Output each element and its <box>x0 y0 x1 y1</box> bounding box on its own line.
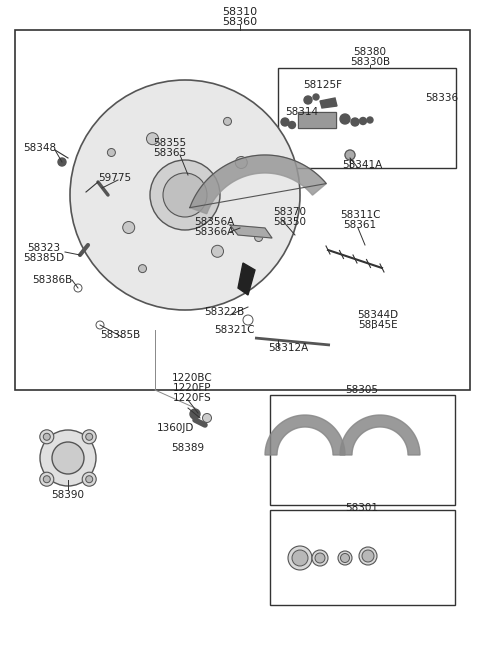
Circle shape <box>315 553 325 563</box>
Circle shape <box>43 434 50 440</box>
Polygon shape <box>320 98 337 108</box>
Circle shape <box>40 472 54 486</box>
Circle shape <box>82 472 96 486</box>
Circle shape <box>146 133 158 145</box>
Text: 58323: 58323 <box>27 243 60 253</box>
Text: 58305: 58305 <box>346 385 379 395</box>
Circle shape <box>190 409 200 419</box>
Text: 58370: 58370 <box>274 207 307 217</box>
Polygon shape <box>230 225 272 238</box>
Text: 58385D: 58385D <box>24 253 65 263</box>
Text: 59775: 59775 <box>98 173 132 183</box>
Text: 58341A: 58341A <box>342 160 382 170</box>
Text: 1220BC: 1220BC <box>172 373 212 383</box>
Polygon shape <box>340 415 420 455</box>
Circle shape <box>40 430 54 444</box>
Circle shape <box>150 160 220 230</box>
Circle shape <box>70 80 300 310</box>
Text: 58389: 58389 <box>171 443 204 453</box>
Circle shape <box>86 476 93 483</box>
Text: 58365: 58365 <box>154 148 187 158</box>
Text: 58125F: 58125F <box>303 80 343 90</box>
Circle shape <box>338 551 352 565</box>
Circle shape <box>163 173 207 217</box>
Circle shape <box>123 221 135 233</box>
Circle shape <box>281 118 289 126</box>
Circle shape <box>351 118 359 126</box>
Circle shape <box>288 121 296 128</box>
Circle shape <box>359 547 377 565</box>
Circle shape <box>212 245 224 257</box>
Text: 1360JD: 1360JD <box>156 423 194 433</box>
Text: 58336: 58336 <box>425 93 458 103</box>
Circle shape <box>292 550 308 566</box>
Text: 58310: 58310 <box>222 7 258 17</box>
Bar <box>270 395 455 505</box>
Circle shape <box>139 265 146 272</box>
Bar <box>270 510 455 605</box>
Text: 58312A: 58312A <box>268 343 308 353</box>
Bar <box>298 112 336 128</box>
Circle shape <box>304 96 312 104</box>
Circle shape <box>86 434 93 440</box>
Text: 58380: 58380 <box>353 47 386 57</box>
Circle shape <box>224 117 231 125</box>
Polygon shape <box>238 263 255 295</box>
Circle shape <box>43 476 50 483</box>
Circle shape <box>58 158 66 166</box>
Polygon shape <box>190 155 326 214</box>
Circle shape <box>235 157 247 168</box>
Text: 1220FP: 1220FP <box>173 383 211 393</box>
Bar <box>15 30 470 390</box>
Text: 58360: 58360 <box>222 17 258 27</box>
Text: 58348: 58348 <box>24 143 57 153</box>
Text: 58301: 58301 <box>346 503 379 513</box>
Circle shape <box>288 546 312 570</box>
Text: 58386B: 58386B <box>32 275 72 285</box>
Circle shape <box>203 413 212 422</box>
Circle shape <box>367 117 373 123</box>
Circle shape <box>254 233 263 242</box>
Circle shape <box>360 117 367 124</box>
Text: 58385B: 58385B <box>100 330 140 340</box>
Text: 58350: 58350 <box>274 217 307 227</box>
Circle shape <box>312 550 328 566</box>
Text: 58390: 58390 <box>51 490 84 500</box>
Bar <box>278 68 456 168</box>
Bar <box>298 112 336 128</box>
Circle shape <box>52 442 84 474</box>
Text: 58322B: 58322B <box>204 307 244 317</box>
Text: 58321C: 58321C <box>214 325 254 335</box>
Text: 1220FS: 1220FS <box>173 393 211 403</box>
Circle shape <box>82 430 96 444</box>
Text: 58356A: 58356A <box>194 217 234 227</box>
Circle shape <box>340 553 349 563</box>
Text: 58314: 58314 <box>286 107 319 117</box>
Text: 58311C: 58311C <box>340 210 380 220</box>
Text: 58361: 58361 <box>343 220 377 230</box>
Circle shape <box>340 114 350 124</box>
Circle shape <box>108 149 115 157</box>
Text: 58345E: 58345E <box>358 320 398 330</box>
Text: 58330B: 58330B <box>350 57 390 67</box>
Text: 58355: 58355 <box>154 138 187 148</box>
Circle shape <box>313 94 319 100</box>
Circle shape <box>40 430 96 486</box>
Text: 58366A: 58366A <box>194 227 234 237</box>
Circle shape <box>362 550 374 562</box>
Polygon shape <box>265 415 345 455</box>
Text: 58344D: 58344D <box>358 310 398 320</box>
Circle shape <box>345 150 355 160</box>
